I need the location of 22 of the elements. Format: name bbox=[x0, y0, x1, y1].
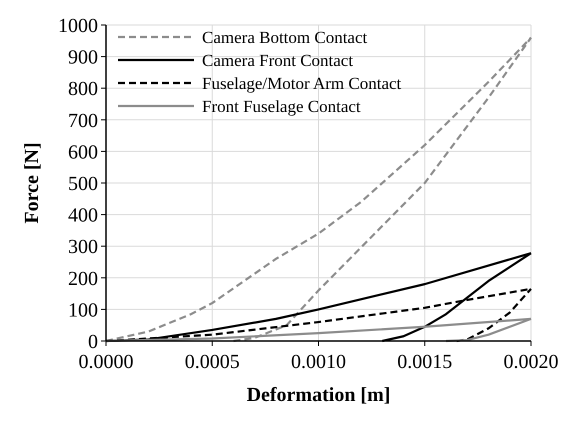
x-tick-label: 0.0020 bbox=[504, 351, 558, 373]
x-tick-label: 0.0010 bbox=[291, 351, 346, 373]
y-tick-label: 600 bbox=[68, 141, 98, 164]
legend-label: Camera Front Contact bbox=[202, 51, 354, 70]
legend-label: Camera Bottom Contact bbox=[202, 28, 368, 47]
y-tick-label: 200 bbox=[68, 268, 98, 290]
legend-label: Fuselage/Motor Arm Contact bbox=[202, 74, 402, 93]
legend-label: Front Fuselage Contact bbox=[202, 97, 361, 116]
y-tick-label: 900 bbox=[68, 46, 98, 69]
y-tick-label: 100 bbox=[68, 299, 98, 322]
y-tick-label: 500 bbox=[68, 173, 98, 195]
x-tick-label: 0.0015 bbox=[397, 351, 452, 373]
y-axis-title: Force [N] bbox=[21, 142, 43, 224]
x-tick-label: 0.0000 bbox=[78, 351, 134, 373]
y-tick-label: 300 bbox=[68, 236, 98, 258]
x-axis-title: Deformation [m] bbox=[246, 384, 390, 406]
y-tick-label: 0 bbox=[88, 331, 98, 353]
x-tick-label: 0.0005 bbox=[184, 351, 240, 373]
y-tick-label: 800 bbox=[68, 78, 98, 100]
y-tick-label: 400 bbox=[68, 204, 98, 227]
y-tick-label: 1000 bbox=[58, 15, 98, 37]
y-tick-label: 700 bbox=[68, 110, 98, 132]
